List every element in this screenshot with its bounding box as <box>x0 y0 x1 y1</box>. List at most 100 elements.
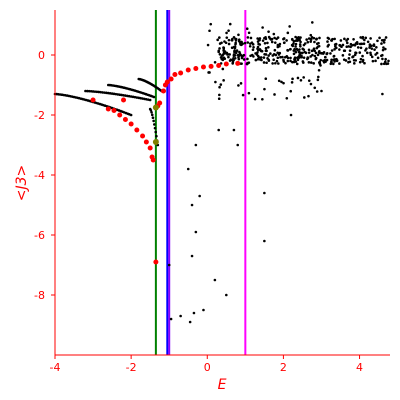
data-point <box>278 51 282 55</box>
data-point <box>248 44 252 48</box>
data-point <box>305 38 308 41</box>
data-point <box>217 50 220 54</box>
highlight-point <box>185 67 191 73</box>
data-point <box>202 308 205 312</box>
data-point <box>360 42 364 46</box>
data-point <box>309 61 313 64</box>
data-point <box>86 89 89 93</box>
data-point <box>219 83 223 86</box>
data-point <box>249 42 252 45</box>
data-point <box>186 167 190 171</box>
data-point <box>282 37 285 41</box>
data-point <box>354 59 358 62</box>
data-point <box>289 56 292 60</box>
data-point <box>108 92 112 95</box>
data-point <box>345 45 349 49</box>
data-point <box>291 77 294 81</box>
data-point <box>323 58 327 62</box>
highlight-point <box>147 145 153 151</box>
data-point <box>169 317 173 321</box>
data-point <box>208 71 211 74</box>
data-point <box>289 113 293 117</box>
vertical-lines <box>154 10 247 355</box>
data-point <box>241 93 245 97</box>
data-point <box>198 194 201 198</box>
data-point <box>87 89 91 93</box>
data-point <box>376 39 379 43</box>
data-point <box>274 61 277 65</box>
data-point <box>345 41 349 45</box>
data-point <box>381 92 384 96</box>
data-point <box>384 47 387 51</box>
data-point <box>322 51 326 54</box>
data-point <box>338 62 341 65</box>
data-point <box>307 94 310 98</box>
data-point <box>188 320 192 324</box>
data-point <box>363 61 366 65</box>
data-point <box>276 56 280 60</box>
data-point <box>318 50 321 53</box>
data-point <box>310 49 314 53</box>
data-point <box>279 55 282 59</box>
data-point <box>223 50 227 53</box>
data-point <box>227 29 230 32</box>
x-tick-label: 2 <box>280 361 287 374</box>
x-tick-label: 0 <box>204 361 211 374</box>
data-point <box>307 51 311 54</box>
data-point <box>313 40 316 44</box>
highlight-point <box>111 108 117 113</box>
data-point <box>378 36 381 40</box>
data-point <box>99 90 102 94</box>
data-point <box>112 92 116 96</box>
data-point <box>278 44 281 48</box>
data-point <box>382 62 386 66</box>
data-point <box>228 22 232 26</box>
data-point <box>246 36 250 39</box>
data-point <box>288 25 291 28</box>
data-point <box>364 49 367 52</box>
data-point <box>270 37 274 41</box>
data-point <box>330 58 333 62</box>
data-point <box>282 41 286 45</box>
data-point <box>317 75 320 79</box>
data-point <box>286 49 290 52</box>
data-point <box>318 60 322 64</box>
data-point <box>381 57 384 61</box>
data-point <box>288 48 292 51</box>
data-point <box>289 59 292 63</box>
data-point <box>240 55 244 59</box>
data-point <box>375 45 378 49</box>
data-point <box>339 39 343 42</box>
data-point <box>294 50 298 54</box>
data-point <box>267 30 270 33</box>
data-point <box>309 33 313 37</box>
data-point <box>298 53 302 56</box>
data-point <box>148 98 152 102</box>
data-point <box>89 90 93 93</box>
data-point <box>278 42 282 46</box>
data-point <box>246 41 250 44</box>
data-point <box>122 93 125 97</box>
data-point <box>358 51 362 54</box>
data-point <box>286 31 290 35</box>
y-tick-label: -2 <box>34 109 45 122</box>
data-point <box>97 90 101 94</box>
data-point <box>352 38 355 41</box>
data-point <box>260 58 263 62</box>
data-point <box>315 37 318 41</box>
data-point <box>359 36 362 39</box>
data-point <box>190 254 194 258</box>
data-point <box>257 56 261 59</box>
x-axis-title: E <box>218 377 227 393</box>
data-point <box>285 55 289 58</box>
data-point <box>237 39 241 43</box>
data-point <box>234 37 237 41</box>
data-point <box>374 59 377 63</box>
data-point <box>230 38 234 42</box>
data-point <box>93 90 97 93</box>
data-point <box>354 51 357 54</box>
data-point <box>234 41 237 45</box>
data-point <box>179 314 182 318</box>
data-point <box>383 60 387 64</box>
